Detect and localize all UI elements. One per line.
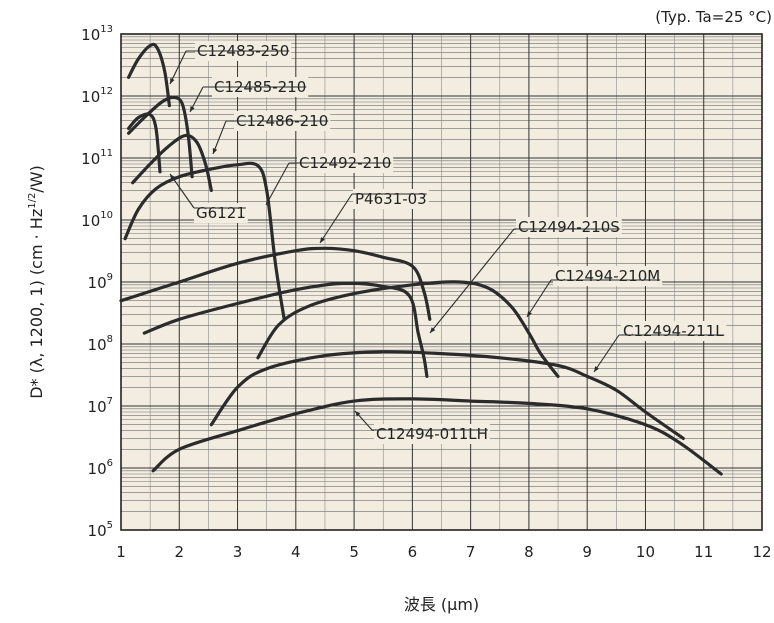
leader-arrowhead	[430, 327, 436, 333]
leader-line	[169, 50, 187, 85]
x-tick-label: 11	[694, 543, 713, 561]
y-tick-label: 1011	[81, 148, 113, 168]
series-label-background	[516, 217, 622, 237]
series-line-C12494-011LH	[151, 397, 723, 476]
x-tick-label: 10	[636, 543, 655, 561]
series-label-G6121: G6121	[196, 204, 246, 222]
x-tick-label: 3	[233, 543, 243, 561]
series-line-G6121	[127, 112, 162, 174]
x-tick-label: 7	[466, 543, 476, 561]
leader-arrowhead	[320, 237, 325, 243]
leader-arrowhead	[527, 311, 532, 317]
series-label-P4631-03: P4631-03	[355, 190, 427, 208]
x-tick-label: 9	[582, 543, 592, 561]
x-tick-label: 12	[752, 543, 771, 561]
series-label-C12494-011LH: C12494-011LH	[376, 425, 488, 443]
x-tick-label: 5	[349, 543, 359, 561]
series-labels: C12483-250C12485-210C12486-210G6121C1249…	[169, 41, 727, 444]
plot-frame	[120, 33, 763, 531]
series-line-C12485-210	[127, 95, 194, 179]
leader-line	[526, 279, 552, 318]
x-tick-labels: 1 2 3 4 5 6 7 8 9 10 11 12	[116, 543, 771, 561]
series-label-C12494-210M: C12494-210M	[555, 267, 660, 285]
leader-arrowhead	[594, 366, 600, 372]
y-tick-label: 106	[88, 458, 113, 478]
x-tick-label: 4	[291, 543, 301, 561]
leader-arrowhead	[212, 148, 218, 154]
y-axis-title: D* (λ, 1200, 1) (cm · Hz1/2/W)	[27, 165, 46, 399]
series-label-C12494-211L: C12494-211L	[623, 322, 724, 340]
chart-title: (Typ. Ta=25 °C)	[655, 8, 772, 26]
leader-arrowhead	[190, 106, 195, 112]
axes-box	[120, 33, 763, 531]
x-tick-label: 1	[116, 543, 126, 561]
series-line-C12483-250	[127, 42, 171, 108]
y-tick-label: 108	[88, 334, 113, 354]
leader-line	[429, 228, 515, 334]
series-line-C12492-210	[123, 161, 286, 321]
leader-arrowhead	[355, 411, 361, 417]
leader-line	[212, 120, 227, 155]
y-tick-label: 1010	[81, 210, 113, 230]
leader-arrowhead	[266, 199, 271, 205]
y-tick-labels: 105 106 107 108 109 1010 1011 1012 1013	[81, 24, 113, 540]
y-tick-label: 1012	[81, 86, 113, 106]
x-axis-title: 波長 (μm)	[404, 595, 479, 614]
series-line-C12494-210S	[142, 281, 429, 378]
leader-arrowhead	[170, 174, 176, 180]
series-line-C12494-210M	[256, 280, 560, 378]
x-tick-label: 6	[408, 543, 418, 561]
series-label-background	[553, 266, 663, 286]
series-curves	[119, 42, 723, 476]
y-tick-label: 1013	[81, 24, 113, 44]
leader-line	[319, 193, 353, 244]
series-line-C12494-211L	[209, 350, 685, 440]
series-line-C12486-210	[131, 133, 213, 192]
y-tick-label: 109	[88, 272, 113, 292]
y-tick-label: 105	[88, 520, 113, 540]
series-label-background	[621, 321, 727, 341]
leader-line	[593, 334, 620, 373]
leader-line	[265, 162, 290, 206]
leader-arrowhead	[170, 78, 175, 84]
x-tick-label: 8	[524, 543, 534, 561]
leader-line	[169, 173, 195, 209]
x-tick-label: 2	[174, 543, 184, 561]
series-label-C12494-210S: C12494-210S	[518, 218, 620, 236]
series-label-background	[374, 424, 490, 444]
series-line-P4631-03	[119, 246, 432, 321]
y-tick-label: 107	[88, 396, 113, 416]
